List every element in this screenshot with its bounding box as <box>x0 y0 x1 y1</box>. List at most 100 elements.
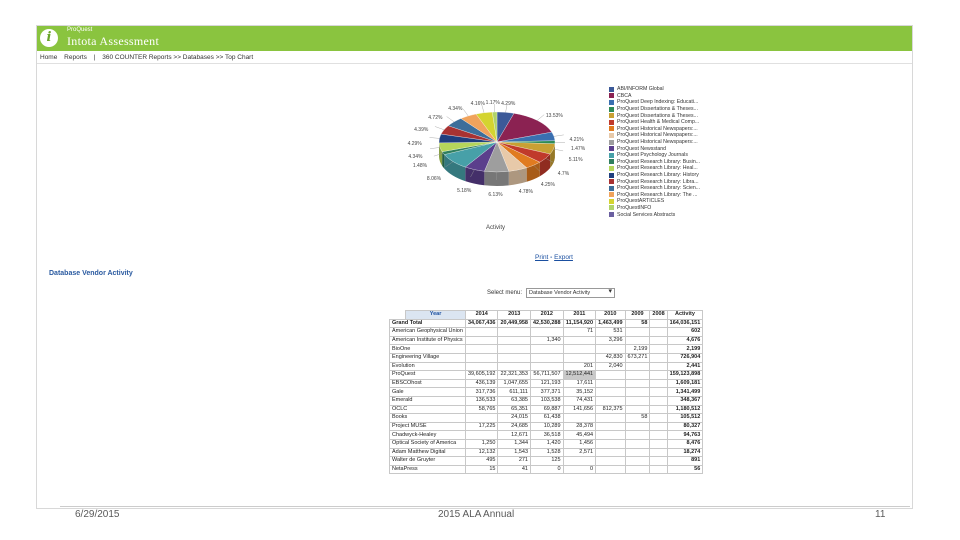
table-cell <box>497 352 531 363</box>
legend-item: ProQuest Health & Medical Comp... <box>609 119 700 126</box>
table-cell: 141,656 <box>562 404 597 415</box>
vendor-name-cell[interactable]: Optical Society of America <box>389 438 466 449</box>
vendor-name-cell[interactable]: EBSCOhost <box>389 378 466 389</box>
table-cell <box>530 327 564 337</box>
vendor-name-cell[interactable]: Evolution <box>389 361 466 372</box>
pie-slice-side <box>439 142 443 166</box>
vendor-name-cell[interactable]: ProQuest <box>389 370 466 380</box>
nav-breadcrumb-path[interactable]: 360 COUNTER Reports >> Databases >> Top … <box>102 54 254 61</box>
column-header[interactable]: 2010 <box>595 310 626 320</box>
pie-slice-label: 1.48% <box>412 163 428 170</box>
table-cell: 0 <box>530 464 564 475</box>
table-row: Project MUSE 17,225 24,685 10,289 28,378 80,3… <box>389 421 704 432</box>
table-cell: 10,289 <box>530 421 564 432</box>
table-cell: 3,296 <box>595 335 626 346</box>
pie-slice-label: 4.29% <box>407 140 422 147</box>
table-cell <box>562 344 597 354</box>
vendor-name-cell[interactable]: OCLC <box>389 404 466 415</box>
footer-page-number: 11 <box>875 509 886 520</box>
nav-reports-link[interactable]: Reports <box>64 54 87 61</box>
column-header[interactable]: 2012 <box>530 310 564 320</box>
table-row: Emerald 136,533 63,385 103,538 74,431 348,367 <box>389 395 704 406</box>
activity-total-cell: 56 <box>666 464 704 475</box>
vendor-name-cell[interactable]: American Geophysical Union <box>389 327 466 337</box>
legend-label: Social Services Abstracts <box>617 211 676 218</box>
report-select-dropdown[interactable]: Database Vendor Activity <box>526 288 616 298</box>
legend-label: ProQuest Research Library: Scien... <box>617 185 701 192</box>
legend-swatch <box>609 172 614 178</box>
legend-label: ProQuest Research Library: Busin... <box>617 158 701 165</box>
legend-item: ProQuest Research Library: Heal... <box>609 165 700 172</box>
export-links: Print - Export <box>535 254 573 261</box>
vendor-name-cell[interactable]: Gale <box>389 387 466 397</box>
table-row: Optical Society of America 1,250 1,344 1,42… <box>389 438 704 449</box>
pie-leader-line <box>537 114 545 121</box>
table-cell <box>649 327 668 337</box>
column-header[interactable]: Activity <box>666 310 704 320</box>
table-cell: 2,040 <box>595 361 626 372</box>
pie-leader-line <box>481 104 485 113</box>
legend-label: ProQuest Deep Indexing: Educati... <box>617 99 699 106</box>
column-header[interactable]: 2008 <box>649 310 668 320</box>
pie-leader-line <box>505 104 508 113</box>
vendor-name-cell[interactable]: Adam Matthew Digital <box>389 447 466 458</box>
table-cell <box>624 421 651 432</box>
pie-slice-label: 4.34% <box>408 154 423 161</box>
table-cell <box>649 352 668 363</box>
column-header[interactable]: 2011 <box>562 310 597 320</box>
table-cell <box>562 352 597 363</box>
activity-total-cell: 164,036,151 <box>666 318 704 329</box>
table-cell: 34,067,436 <box>464 318 499 329</box>
table-cell <box>562 413 597 423</box>
table-cell <box>595 370 626 380</box>
vendor-name-cell[interactable]: Engineering Village <box>389 352 466 363</box>
pie-slice-label: 4.16% <box>470 101 485 108</box>
table-cell: 125 <box>530 456 564 466</box>
vendor-name-cell[interactable]: Walter de Gruyter <box>389 456 466 466</box>
vendor-name-cell[interactable]: NetaPress <box>389 464 466 475</box>
table-cell <box>624 378 651 389</box>
pie-slice-label: 1.17% <box>485 100 500 107</box>
pie-slice-side <box>539 154 551 177</box>
legend-swatch <box>609 126 614 132</box>
table-cell: 36,518 <box>530 430 564 440</box>
vendor-name-cell[interactable]: Grand Total <box>389 318 466 329</box>
legend-swatch <box>609 165 614 171</box>
table-cell <box>624 387 651 397</box>
table-header-blank <box>389 310 406 320</box>
table-cell: 103,538 <box>530 395 564 406</box>
vendor-name-cell[interactable]: American Institute of Physics <box>389 335 466 346</box>
legend-swatch <box>609 185 614 191</box>
table-cell: 136,533 <box>464 395 499 406</box>
column-header[interactable]: 2014 <box>464 310 499 320</box>
app-header: i ProQuest Intota Assessment <box>37 26 912 51</box>
pie-leader-line <box>545 158 555 163</box>
year-column-header[interactable]: Year <box>405 310 466 320</box>
legend-swatch <box>609 86 614 92</box>
print-link[interactable]: Print <box>535 254 549 261</box>
export-link[interactable]: Export <box>554 254 573 261</box>
nav-home-link[interactable]: Home <box>40 54 58 61</box>
vendor-name-cell[interactable]: Chadwyck-Healey <box>389 430 466 440</box>
column-header[interactable]: 2009 <box>624 310 651 320</box>
table-cell <box>649 344 668 354</box>
table-cell: 1,340 <box>530 335 564 346</box>
table-cell: 42,830 <box>595 352 626 363</box>
links-separator: - <box>548 254 555 261</box>
legend-label: ProQuestARTICLES <box>617 198 665 205</box>
vendor-name-cell[interactable]: BioOne <box>389 344 466 354</box>
table-row: OCLC 58,765 65,351 69,887 141,656 812,375 1,18… <box>389 404 704 415</box>
table-cell: 121,193 <box>530 378 564 389</box>
pie-slice-label: 6.13% <box>488 191 503 198</box>
vendor-name-cell[interactable]: Emerald <box>389 395 466 406</box>
vendor-name-cell[interactable]: Books <box>389 413 466 423</box>
legend-swatch <box>609 119 614 125</box>
column-header[interactable]: 2013 <box>497 310 531 320</box>
table-cell: 58,765 <box>464 404 499 415</box>
legend-label: ProQuest Newsstand <box>617 145 667 152</box>
vendor-name-cell[interactable]: Project MUSE <box>389 421 466 432</box>
pie-leader-line <box>429 137 440 139</box>
table-cell <box>649 464 668 475</box>
table-cell: 1,250 <box>464 438 499 449</box>
table-cell: 42,530,288 <box>530 318 564 329</box>
